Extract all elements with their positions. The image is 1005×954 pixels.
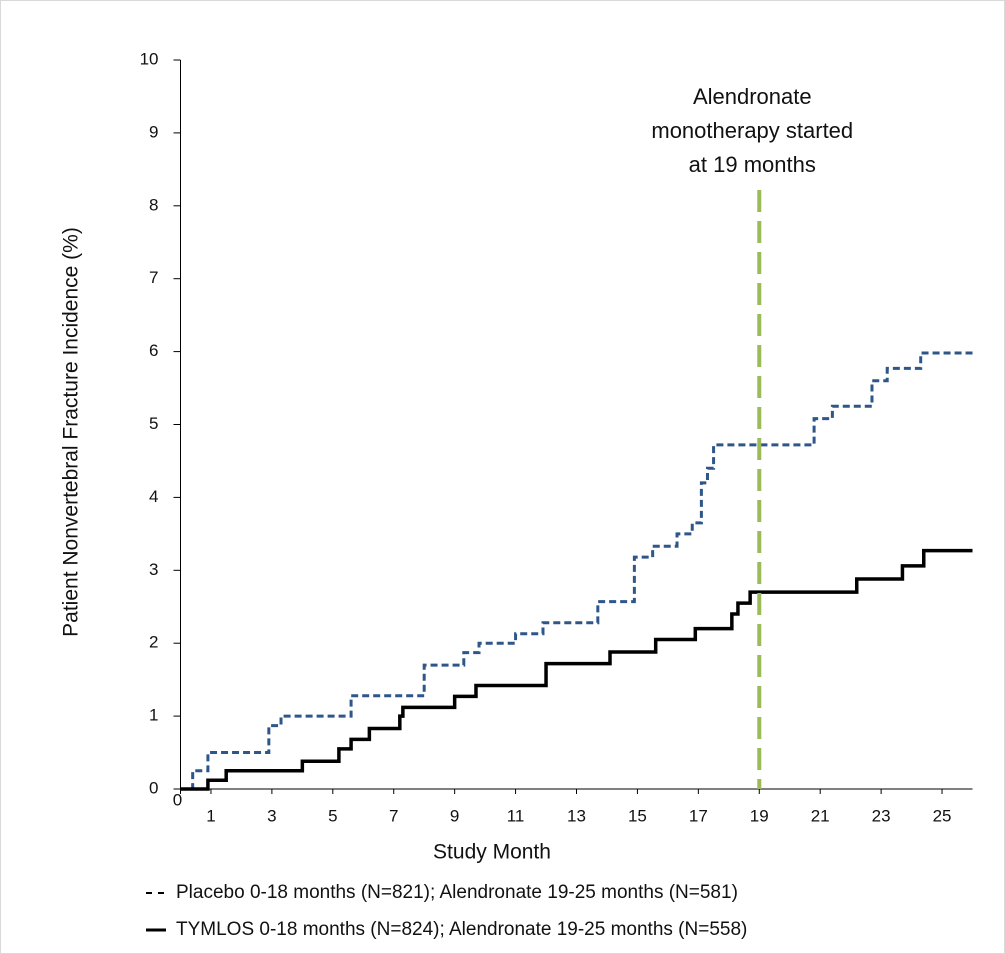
annotation-text: Alendronate [693, 84, 812, 109]
series-line [180, 548, 973, 791]
x-tick-label: 9 [450, 806, 459, 825]
y-tick-label: 2 [149, 633, 158, 652]
x-tick-label: 0 [173, 790, 182, 809]
x-tick-label: 5 [328, 806, 337, 825]
y-tick-label: 0 [149, 778, 158, 797]
x-tick-label: 7 [389, 806, 398, 825]
x-tick-label: 21 [811, 806, 830, 825]
y-tick-label: 1 [149, 706, 158, 725]
x-tick-label: 3 [267, 806, 276, 825]
y-tick-label: 9 [149, 122, 158, 141]
x-tick-label: 11 [507, 806, 525, 825]
series-line [180, 351, 973, 791]
y-tick-label: 8 [149, 195, 158, 214]
x-tick-label: 13 [567, 806, 586, 825]
x-tick-label: 1 [206, 806, 215, 825]
x-axis-label: Study Month [433, 841, 551, 864]
x-tick-label: 15 [628, 806, 647, 825]
y-tick-label: 7 [149, 268, 158, 287]
y-tick-label: 10 [140, 49, 159, 68]
x-tick-label: 17 [689, 806, 708, 825]
y-tick-label: 6 [149, 341, 158, 360]
x-tick-label: 19 [750, 806, 769, 825]
y-tick-label: 5 [149, 414, 158, 433]
x-tick-label: 23 [872, 806, 891, 825]
x-tick-label: 25 [933, 806, 952, 825]
y-tick-label: 4 [149, 487, 158, 506]
legend-label: Placebo 0-18 months (N=821); Alendronate… [176, 882, 738, 903]
annotation-text: monotherapy started [651, 118, 853, 143]
annotation-text: at 19 months [689, 152, 816, 177]
y-axis-label: Patient Nonvertebral Fracture Incidence … [60, 227, 83, 637]
legend-label: TYMLOS 0-18 months (N=824); Alendronate … [176, 919, 747, 940]
y-tick-label: 3 [149, 560, 158, 579]
